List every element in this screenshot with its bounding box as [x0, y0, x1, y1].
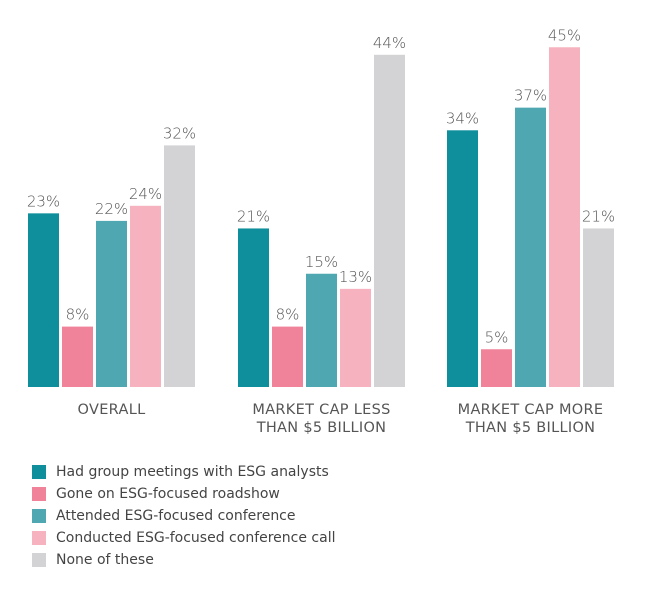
- value-label-2-1: 21%: [237, 207, 270, 225]
- value-label-1-4: 24%: [129, 185, 162, 203]
- legend-swatch: [32, 487, 46, 501]
- bar-3-3: [515, 107, 546, 388]
- category-labels-layer: OVERALL MARKET CAP LESS THAN $5 BILLION MAR…: [78, 402, 604, 436]
- legend-swatch: [32, 531, 46, 545]
- bar-1-1: [28, 213, 59, 387]
- value-label-3-3: 37%: [514, 87, 547, 105]
- bar-1-4: [130, 205, 161, 387]
- bar-2-3: [306, 273, 337, 387]
- value-label-1-3: 22%: [95, 200, 128, 218]
- category-label-3-line-2: THAN $5 BILLION: [465, 420, 596, 436]
- value-label-1-5: 32%: [163, 124, 196, 142]
- value-label-2-5: 44%: [373, 34, 406, 52]
- bar-3-1: [447, 130, 478, 388]
- bar-2-2: [272, 326, 303, 387]
- bar-3-2: [481, 349, 512, 387]
- bar-3-5: [583, 228, 614, 387]
- legend-label: Gone on ESG-focused roadshow: [56, 486, 280, 502]
- legend-swatch: [32, 509, 46, 523]
- category-label-2-line-2: THAN $5 BILLION: [256, 420, 387, 436]
- value-label-2-2: 8%: [276, 306, 300, 324]
- value-label-2-3: 15%: [305, 253, 338, 271]
- bar-1-5: [164, 145, 195, 387]
- legend-label: Had group meetings with ESG analysts: [56, 464, 329, 480]
- legend-item-3: Attended ESG-focused conference: [32, 505, 335, 527]
- bar-3-4: [549, 47, 580, 387]
- value-labels-layer: 23% 8% 22%24% 32% 21% 8% 15%13% 44% 34% 5% 37% 45% 2…: [27, 26, 615, 346]
- value-label-1-2: 8%: [66, 306, 90, 324]
- bar-1-2: [62, 326, 93, 387]
- value-label-3-5: 21%: [582, 207, 615, 225]
- category-label-2-line-1: MARKET CAP LESS: [252, 402, 390, 418]
- bar-2-5: [374, 54, 405, 388]
- value-label-1-1: 23%: [27, 192, 60, 210]
- legend-swatch: [32, 465, 46, 479]
- value-label-3-4: 45%: [548, 26, 581, 44]
- legend-label: None of these: [56, 552, 154, 568]
- value-label-3-2: 5%: [485, 328, 509, 346]
- legend-label: Attended ESG-focused conference: [56, 508, 296, 524]
- legend-item-2: Gone on ESG-focused roadshow: [32, 483, 335, 505]
- bar-2-1: [238, 228, 269, 387]
- legend-label: Conducted ESG-focused conference call: [56, 530, 336, 546]
- legend: Had group meetings with ESG analysts Gone…: [32, 461, 335, 571]
- bar-1-3: [96, 220, 127, 387]
- bar-chart: 23% 8% 22%24% 32% 21% 8% 15%13% 44% 34% 5% 37% 45% 2…: [27, 26, 615, 436]
- value-label-2-4: 13%: [339, 268, 372, 286]
- legend-item-4: Conducted ESG-focused conference call: [32, 527, 335, 549]
- legend-item-5: None of these: [32, 549, 335, 571]
- category-label-3-line-1: MARKET CAP MORE: [458, 402, 604, 418]
- value-label-3-1: 34%: [446, 109, 479, 127]
- category-label-1-line-1: OVERALL: [78, 402, 146, 418]
- bar-2-4: [340, 288, 371, 387]
- legend-swatch: [32, 553, 46, 567]
- bars-layer: [28, 47, 614, 388]
- legend-item-1: Had group meetings with ESG analysts: [32, 461, 335, 483]
